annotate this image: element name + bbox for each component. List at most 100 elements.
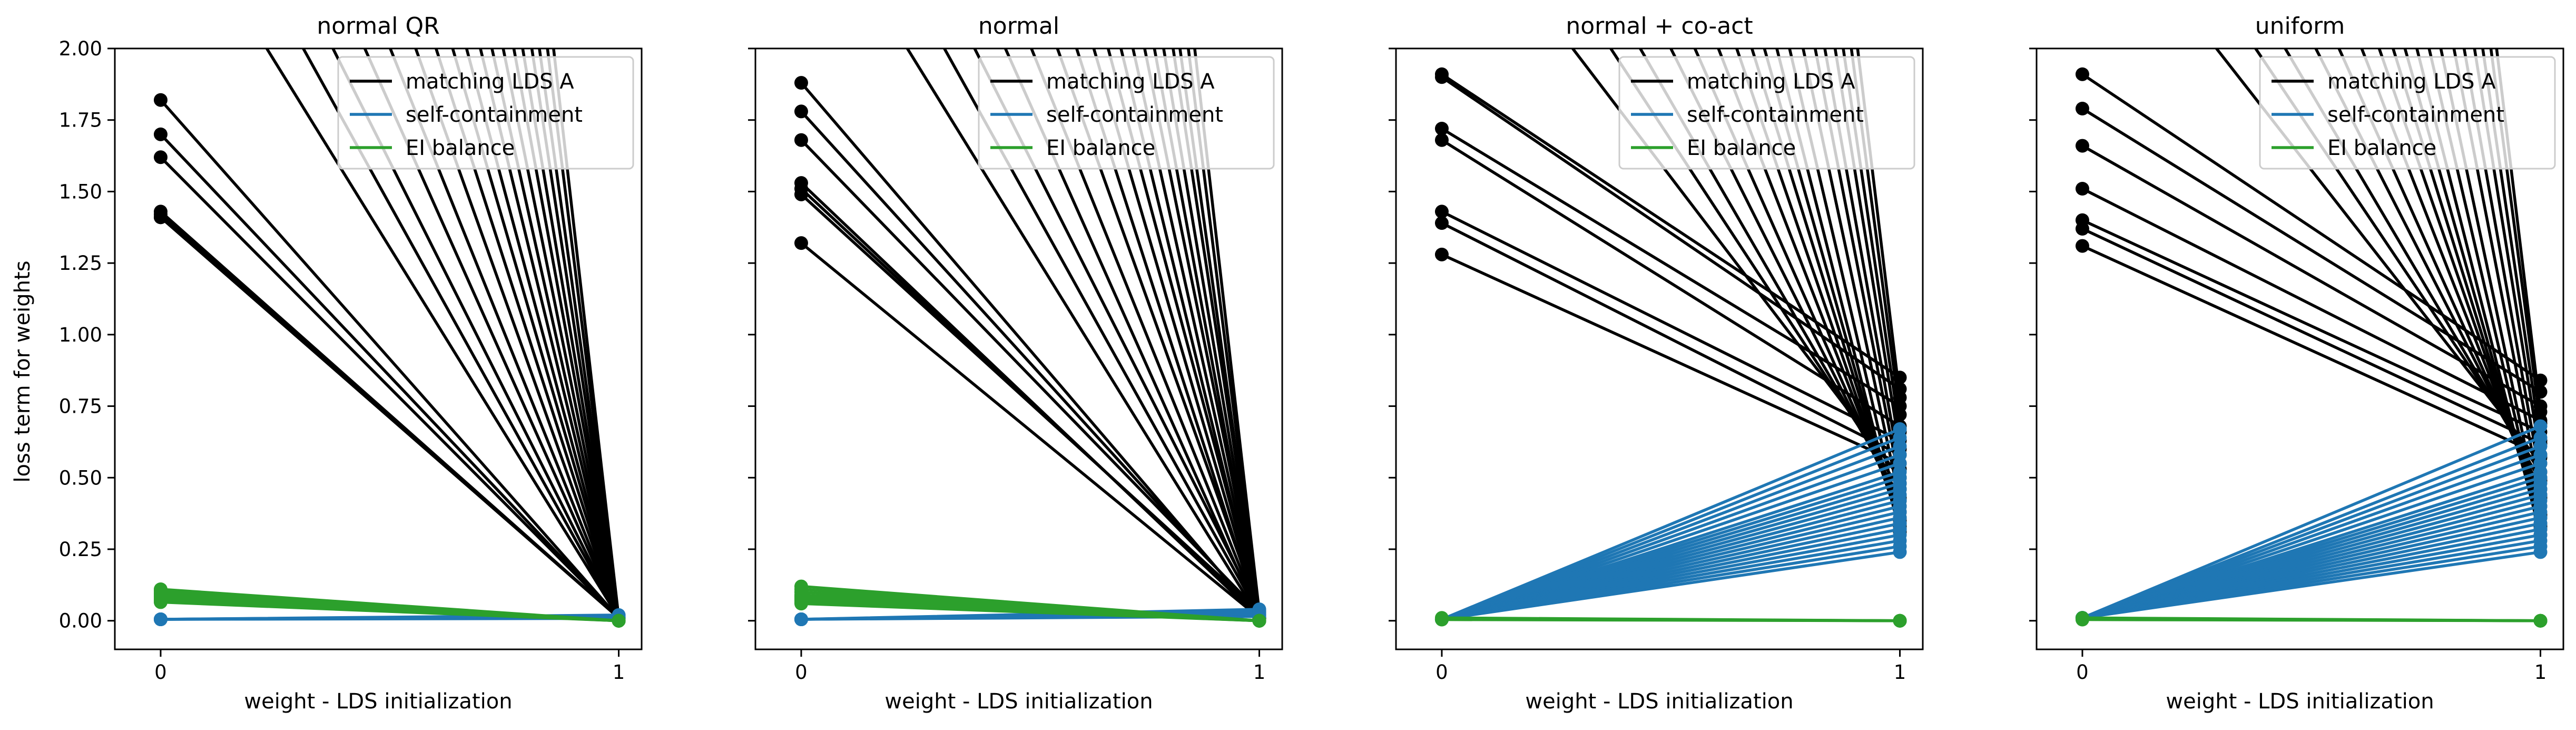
series-line [800, 193, 1261, 614]
plot-frame [2036, 47, 2564, 650]
series-line [1735, 48, 1902, 525]
legend-label: EI balance [406, 136, 515, 160]
series-line [1750, 48, 1902, 528]
series-point [794, 133, 808, 147]
plot-data [794, 48, 1266, 628]
series-line [800, 241, 1261, 620]
series-line [159, 216, 621, 620]
series-line [301, 48, 621, 620]
panel-title: normal + co-act [1566, 13, 1753, 40]
y-tick-label: 0.50 [59, 466, 102, 489]
series-line [159, 133, 621, 620]
series-line [1775, 48, 1902, 534]
legend: matching LDS A self-containment EI balance [337, 56, 634, 170]
series-point [2533, 431, 2548, 445]
series-point [2075, 239, 2089, 253]
series-point [153, 612, 168, 626]
series-line [502, 48, 621, 620]
legend-label: EI balance [1687, 136, 1796, 160]
series-line [2081, 424, 2542, 620]
figure-ylabel: loss term for weights [11, 260, 35, 482]
x-tick-label: 0 [2076, 661, 2089, 684]
series-line [1056, 48, 1261, 614]
y-tick-label: 0.75 [59, 395, 102, 418]
series-line [1788, 48, 1902, 522]
legend-label: matching LDS A [1687, 70, 1855, 94]
series-point [2075, 182, 2089, 196]
series-line [2314, 48, 2542, 491]
series-line [2081, 107, 2542, 394]
y-tick-label: 1.25 [59, 252, 102, 275]
y-tick-label: 0.00 [59, 610, 102, 632]
series-point [1434, 216, 1449, 230]
series-line [1440, 73, 1902, 379]
series-point [1893, 614, 1907, 628]
series-line [1029, 48, 1261, 617]
series-point [2533, 405, 2548, 419]
panel-1: 0.00 0.25 0.50 0.75 1.00 1.25 1.50 1.75 2.00 0 1 no… [59, 13, 643, 714]
series-line [265, 48, 621, 620]
series-line [1153, 48, 1261, 620]
legend: matching LDS A self-containment EI balance [1618, 56, 1915, 170]
series-point [1252, 614, 1266, 628]
panels: 0.00 0.25 0.50 0.75 1.00 1.25 1.50 1.75 2.00 0 1 no… [59, 13, 2564, 714]
legend: matching LDS A self-containment EI balance [978, 56, 1275, 170]
series-line [800, 110, 1261, 617]
legend-box [2259, 56, 2556, 170]
series-point [1434, 122, 1449, 135]
series-line [2081, 244, 2542, 456]
plot-data [1434, 48, 1907, 628]
series-point [1893, 422, 1907, 436]
plot-data [153, 48, 626, 628]
legend: matching LDS A self-containment EI balance [2259, 56, 2556, 170]
series-line [2214, 48, 2542, 465]
series-line [2337, 48, 2542, 500]
series-point [1434, 205, 1449, 219]
series-line [2081, 227, 2542, 445]
series-point [794, 104, 808, 119]
series-point [612, 614, 626, 628]
plot-frame [754, 47, 1283, 650]
panel-title: normal [978, 13, 1059, 40]
series-point [2075, 67, 2089, 81]
series-ei-balance [794, 579, 1266, 628]
legend-label: EI balance [1046, 136, 1155, 160]
x-tick-label: 1 [1253, 661, 1266, 684]
series-line [1119, 48, 1261, 620]
series-line [159, 98, 621, 620]
series-line [1763, 48, 1902, 531]
y-tick-label: 0.25 [59, 538, 102, 561]
series-point [794, 187, 808, 201]
series-line [800, 138, 1261, 614]
series-line [906, 48, 1261, 620]
series-line [1143, 48, 1261, 614]
legend-label: EI balance [2327, 136, 2436, 160]
y-tick-label: 1.00 [59, 324, 102, 346]
legend-label: matching LDS A [1046, 70, 1215, 94]
legend-label: self-containment [1046, 103, 1223, 127]
series-line [1075, 48, 1261, 620]
series-point [2533, 373, 2548, 387]
series-ei-balance [1434, 611, 1907, 628]
panel-4: 0 1 uniform weight - LDS initialization matc… [2029, 13, 2564, 714]
series-line [2081, 618, 2542, 622]
panel-xlabel: weight - LDS initialization [1525, 689, 1793, 714]
panel-xlabel: weight - LDS initialization [884, 689, 1153, 714]
x-tick-label: 0 [795, 661, 808, 684]
series-point [2075, 612, 2089, 627]
series-line [414, 48, 621, 620]
series-line [800, 602, 1261, 622]
series-point [2533, 614, 2548, 628]
x-tick-label: 0 [1436, 661, 1448, 684]
series-point [2533, 385, 2548, 399]
series-line [1440, 427, 1902, 621]
series-line [512, 48, 621, 620]
series-line [2427, 48, 2542, 528]
series-line [388, 48, 621, 620]
panel-2: 0 1 normal weight - LDS initialization match… [748, 13, 1283, 714]
x-tick-label: 1 [2534, 661, 2547, 684]
series-point [1893, 407, 1907, 422]
legend-label: self-containment [1687, 103, 1864, 127]
y-tick-label: 2.00 [59, 37, 102, 60]
panel-xlabel: weight - LDS initialization [2166, 689, 2434, 714]
